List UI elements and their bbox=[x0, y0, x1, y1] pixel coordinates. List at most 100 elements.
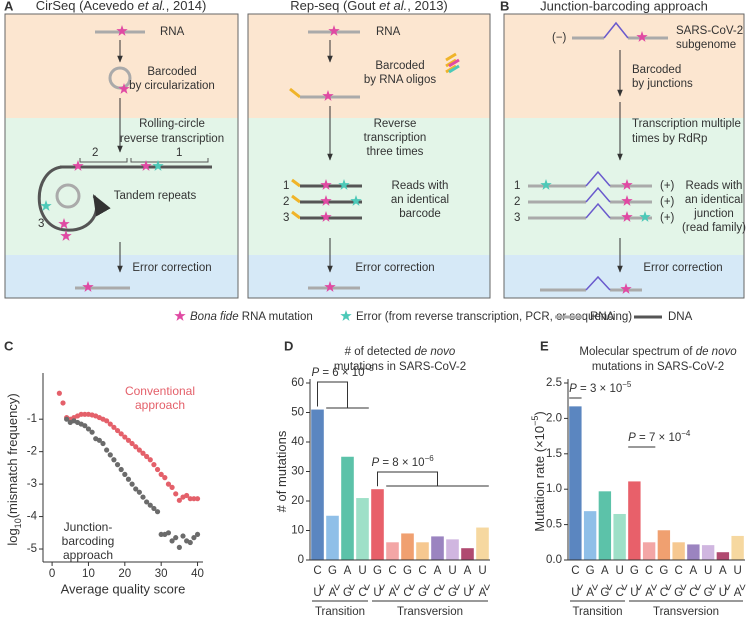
x-tick-label: C>A bbox=[388, 565, 402, 599]
cirseq-diagram: RNA Barcoded by circularization Rolling-… bbox=[37, 25, 224, 292]
strand-label: (+) bbox=[660, 212, 675, 224]
y-tick-label: -4 bbox=[27, 511, 38, 523]
chart-title-part: de novo bbox=[696, 346, 738, 358]
bar bbox=[569, 406, 582, 560]
step-label: Barcoded bbox=[375, 60, 424, 72]
point bbox=[165, 481, 172, 487]
point bbox=[187, 496, 193, 502]
step-label: an identical bbox=[685, 194, 743, 206]
point bbox=[165, 530, 172, 536]
x-tick-label: C>U bbox=[313, 565, 327, 599]
group-label: Transversion bbox=[397, 606, 463, 618]
title-part: , 2013) bbox=[407, 0, 447, 13]
x-tick-label: 40 bbox=[191, 568, 204, 580]
step-label: junction bbox=[693, 208, 734, 220]
band-barcoding bbox=[504, 14, 744, 118]
panel-label: B bbox=[500, 0, 509, 13]
point bbox=[147, 502, 153, 508]
legend-text-part: Bona fide bbox=[190, 311, 239, 323]
step-label: Reads with bbox=[686, 180, 743, 192]
oligo-icon bbox=[448, 64, 460, 74]
y-tick-label: 40 bbox=[291, 436, 304, 448]
y-tick-label: -1 bbox=[27, 413, 37, 425]
point bbox=[82, 423, 88, 429]
chart-title: mutations in SARS-CoV-2 bbox=[334, 361, 466, 373]
p-value-part: P bbox=[312, 367, 320, 379]
read-number: 1 bbox=[283, 180, 289, 192]
chart-title-part: de novo bbox=[414, 346, 456, 358]
read-number: 1 bbox=[514, 180, 520, 192]
point bbox=[111, 424, 117, 430]
x-tick-label: A>G bbox=[343, 565, 357, 599]
p-value-part: = 3 × 10 bbox=[577, 383, 622, 395]
panel-label: C bbox=[4, 338, 14, 353]
point bbox=[122, 434, 128, 440]
point bbox=[107, 421, 113, 427]
junctions bbox=[585, 170, 611, 219]
y-axis-label-part: 10 bbox=[13, 518, 23, 528]
y-tick-label: 0 bbox=[298, 554, 304, 566]
p-value-part: −5 bbox=[622, 380, 632, 389]
y-tick-label: 20 bbox=[291, 495, 304, 507]
read-number: 2 bbox=[514, 196, 520, 208]
read-number: 3 bbox=[514, 212, 520, 224]
y-tick-label: 50 bbox=[291, 407, 304, 419]
point bbox=[191, 496, 197, 502]
y-axis-label-part: −5 bbox=[530, 416, 540, 426]
y-tick-label: 30 bbox=[291, 466, 304, 478]
bar bbox=[446, 539, 459, 560]
point bbox=[114, 427, 121, 434]
bar bbox=[598, 491, 612, 560]
box-border bbox=[247, 13, 491, 299]
bar bbox=[386, 542, 399, 560]
p-value: P = 8 × 10−6 bbox=[372, 454, 435, 469]
point bbox=[176, 544, 182, 550]
read-number: 2 bbox=[283, 196, 289, 208]
point bbox=[180, 533, 186, 539]
point bbox=[173, 491, 179, 497]
read-number: 3 bbox=[283, 212, 289, 224]
point bbox=[125, 476, 132, 482]
x-tick-label: G>C bbox=[403, 565, 417, 599]
point bbox=[169, 538, 175, 544]
junction bbox=[603, 21, 629, 39]
step-label: Error correction bbox=[132, 262, 211, 274]
point bbox=[169, 484, 175, 490]
step-label: transcription bbox=[364, 132, 427, 144]
point bbox=[104, 418, 110, 424]
point bbox=[136, 489, 142, 495]
point bbox=[144, 499, 150, 505]
point bbox=[89, 429, 95, 435]
oligo-icon bbox=[448, 58, 460, 68]
title-part: Rep-seq (Gout bbox=[290, 0, 379, 13]
bar bbox=[401, 533, 414, 560]
panel-title: Rep-seq (Gout et al., 2013) bbox=[290, 0, 448, 13]
legend-text: RNA bbox=[590, 311, 615, 323]
step-label: Barcoded bbox=[632, 64, 681, 76]
panel-title: CirSeq (Acevedo et al., 2014) bbox=[36, 0, 207, 13]
legend-text: Error (from reverse transcription, PCR, … bbox=[356, 311, 632, 323]
step-label: Reads with bbox=[392, 180, 449, 192]
point bbox=[187, 539, 193, 546]
point bbox=[107, 452, 113, 458]
repeat-number: 1 bbox=[176, 147, 182, 159]
legend-swatch bbox=[174, 310, 186, 321]
bar bbox=[701, 545, 715, 560]
x-tick-label: G>A bbox=[328, 565, 342, 599]
step-label: Tandem repeats bbox=[114, 190, 197, 202]
x-tick-label: G>C bbox=[659, 565, 673, 599]
p-value-part: P bbox=[372, 457, 380, 469]
point bbox=[122, 471, 128, 477]
panel-label: D bbox=[284, 338, 293, 353]
y-axis-label: log10(mismatch frequency) bbox=[5, 393, 23, 545]
x-tick-label: U>C bbox=[615, 565, 629, 599]
bar bbox=[716, 552, 730, 560]
y-axis-label: # of mutations bbox=[274, 430, 289, 512]
band-correction bbox=[5, 255, 238, 298]
rna-reads bbox=[528, 184, 652, 220]
point bbox=[133, 444, 139, 450]
bar bbox=[657, 530, 671, 560]
